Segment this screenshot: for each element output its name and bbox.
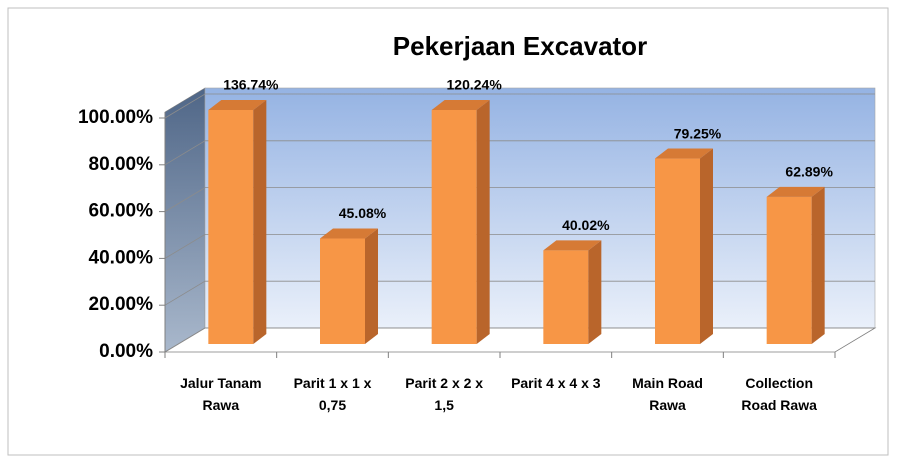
plot-area: 0.00% 20.00% 40.00% 60.00% 80.00% 100.00% 136.… xyxy=(78,77,877,413)
bar xyxy=(208,110,254,344)
y-tick-label: 60.00% xyxy=(89,201,154,222)
data-label: 40.02% xyxy=(562,217,610,233)
x-tick-label: Collection Road Rawa xyxy=(741,375,817,413)
bar xyxy=(655,158,700,344)
y-tick-label: 20.00% xyxy=(89,294,154,315)
grid-line xyxy=(164,93,875,119)
x-tick-label: Jalur Tanam Rawa xyxy=(180,375,261,413)
bar xyxy=(320,238,365,344)
bar-top xyxy=(320,228,378,239)
y-tick-label: 100.00% xyxy=(78,107,153,128)
x-tick-label: Parit 4 x 4 x 3 xyxy=(511,375,601,391)
y-tick-label: 0.00% xyxy=(99,341,153,362)
bar xyxy=(543,250,589,344)
bar-side xyxy=(365,228,378,344)
grid-line xyxy=(164,233,875,259)
bar-top xyxy=(431,100,490,110)
bar-top xyxy=(655,148,713,159)
bar-side xyxy=(476,100,490,344)
grid-line xyxy=(164,187,875,212)
data-label: 79.25% xyxy=(674,125,722,141)
bar-side xyxy=(700,148,713,344)
bar-side xyxy=(588,240,602,344)
data-label: 136.74% xyxy=(223,77,279,93)
bar-top xyxy=(766,186,825,197)
data-label: 62.89% xyxy=(785,164,833,180)
bar-side xyxy=(253,100,267,344)
bar-top xyxy=(543,240,602,251)
bar xyxy=(431,110,477,344)
y-tick-label: 80.00% xyxy=(89,154,154,175)
bar-top xyxy=(208,100,267,110)
x-tick-label: Main Road Rawa xyxy=(632,375,703,413)
side-wall xyxy=(164,87,206,353)
data-label: 120.24% xyxy=(447,77,503,93)
bar xyxy=(766,196,812,344)
y-tick-label: 40.00% xyxy=(89,247,154,268)
chart-title: Pekerjaan Excavator xyxy=(393,31,647,61)
x-tick-label: Parit 1 x 1 x 0,75 xyxy=(294,375,372,413)
grid-line xyxy=(164,327,875,353)
bar-side xyxy=(811,186,825,344)
x-tick-label: Parit 2 x 2 x 1,5 xyxy=(405,375,483,413)
grid-line xyxy=(164,140,875,166)
grid-line xyxy=(164,280,875,306)
data-label: 45.08% xyxy=(339,205,387,221)
